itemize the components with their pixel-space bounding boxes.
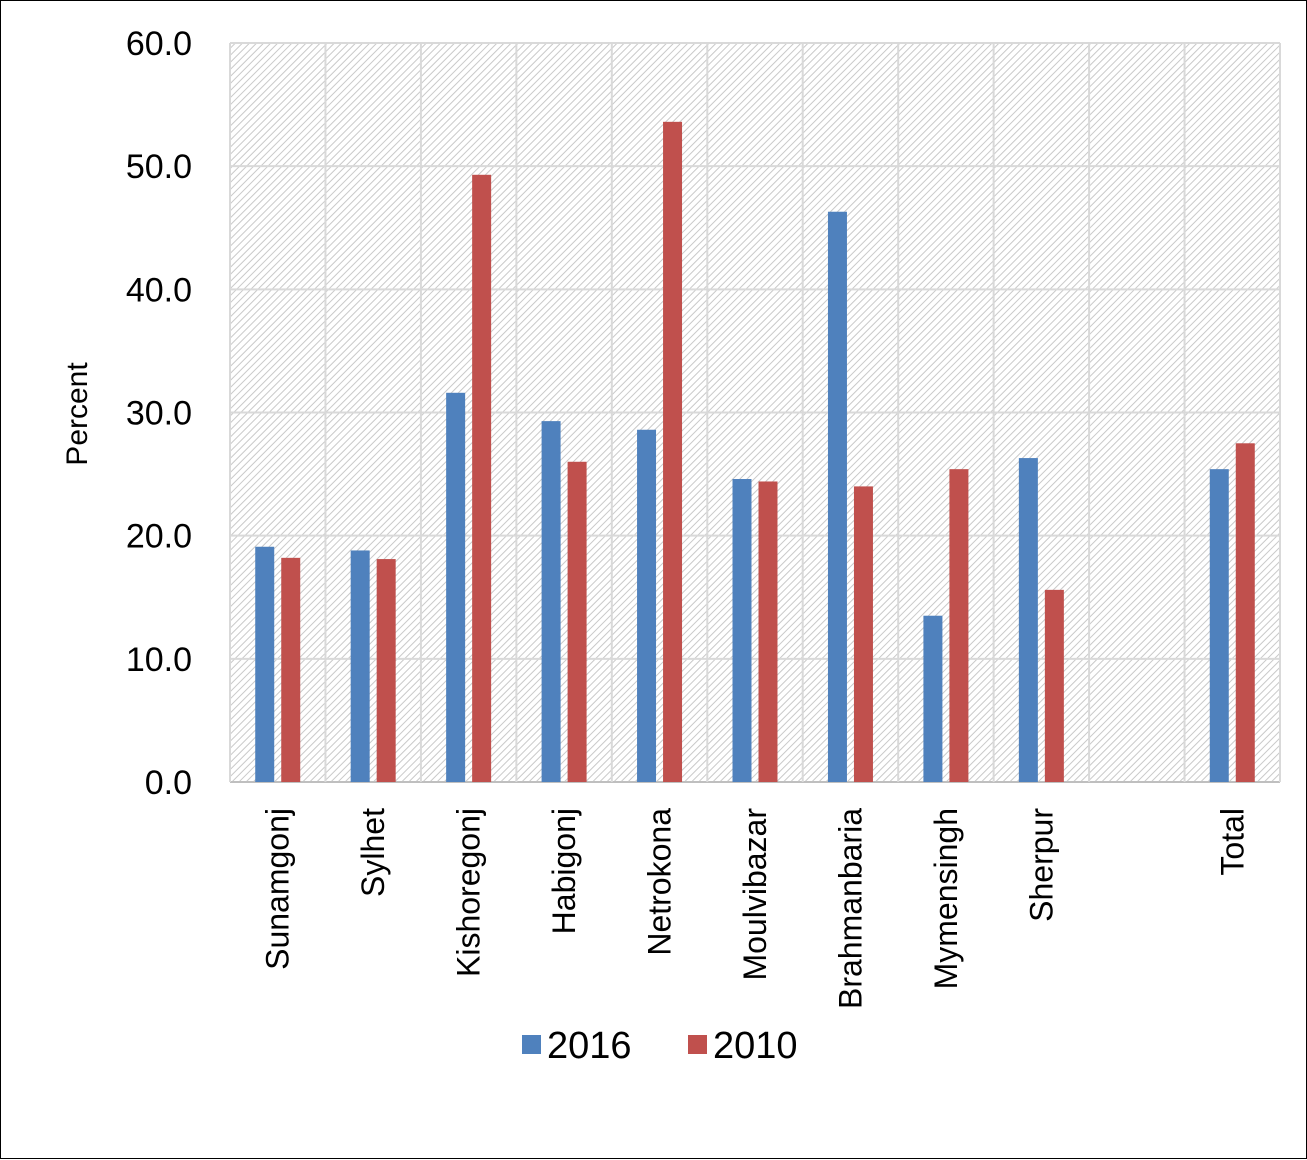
bar-2010-kishoregonj [472,174,492,782]
x-category-label: Kishoregonj [451,808,487,977]
x-category-label: Habigonj [546,808,582,934]
bar-2010-brahmanbaria [853,486,873,782]
x-category-label: Sherpur [1023,808,1059,922]
y-tick-label: 40.0 [126,271,192,309]
y-tick-label: 30.0 [126,395,192,433]
x-category-label: Moulvibazar [737,808,773,981]
legend: 2016 2010 [522,1025,798,1067]
gridlines [229,42,1281,783]
bar-2010-moulvibazar [758,481,778,782]
bar-2010-mymensingh [949,469,969,782]
x-axis-categories: Sunamgonj Sylhet Kishoregonj Habigonj Netrok… [260,808,1251,1009]
bar-2016-habigonj [541,421,561,782]
bar-2010-sherpur [1044,589,1064,782]
bar-2010-habigonj [567,461,587,782]
bar-2016-moulvibazar [732,479,752,782]
legend-swatch-2016 [522,1035,541,1054]
x-category-label: Total [1214,808,1250,876]
legend-label-2016: 2016 [547,1025,632,1067]
y-axis-ticks: 0.0 10.0 20.0 30.0 40.0 50.0 60.0 [126,25,192,802]
bar-2016-kishoregonj [446,392,466,782]
legend-swatch-2010 [688,1035,707,1054]
y-tick-label: 20.0 [126,518,192,556]
x-category-label: Sunamgonj [260,808,296,970]
y-tick-label: 50.0 [126,148,192,186]
bar-2016-sylhet [350,550,370,782]
x-category-label: Netrokona [642,808,678,956]
bar-2016-mymensingh [923,615,943,782]
y-tick-label: 10.0 [126,641,192,679]
bars [255,121,1255,783]
y-tick-label: 0.0 [145,764,192,802]
x-category-label: Brahmanbaria [832,808,868,1009]
bar-2010-sylhet [376,559,396,782]
x-category-label: Mymensingh [928,808,964,989]
bar-2010-netrokona [663,121,683,783]
y-tick-label: 60.0 [126,25,192,63]
y-axis-title: Percent [61,362,94,466]
legend-label-2010: 2010 [713,1025,798,1067]
x-category-label: Sylhet [355,808,391,897]
bar-2016-sherpur [1018,458,1038,782]
bar-2016-sunamgonj [255,546,275,782]
bar-2016-total [1209,469,1229,782]
bar-2010-sunamgonj [281,557,301,782]
bar-2016-brahmanbaria [827,211,847,782]
bar-2010-total [1235,443,1255,782]
bar-2016-netrokona [637,429,657,782]
